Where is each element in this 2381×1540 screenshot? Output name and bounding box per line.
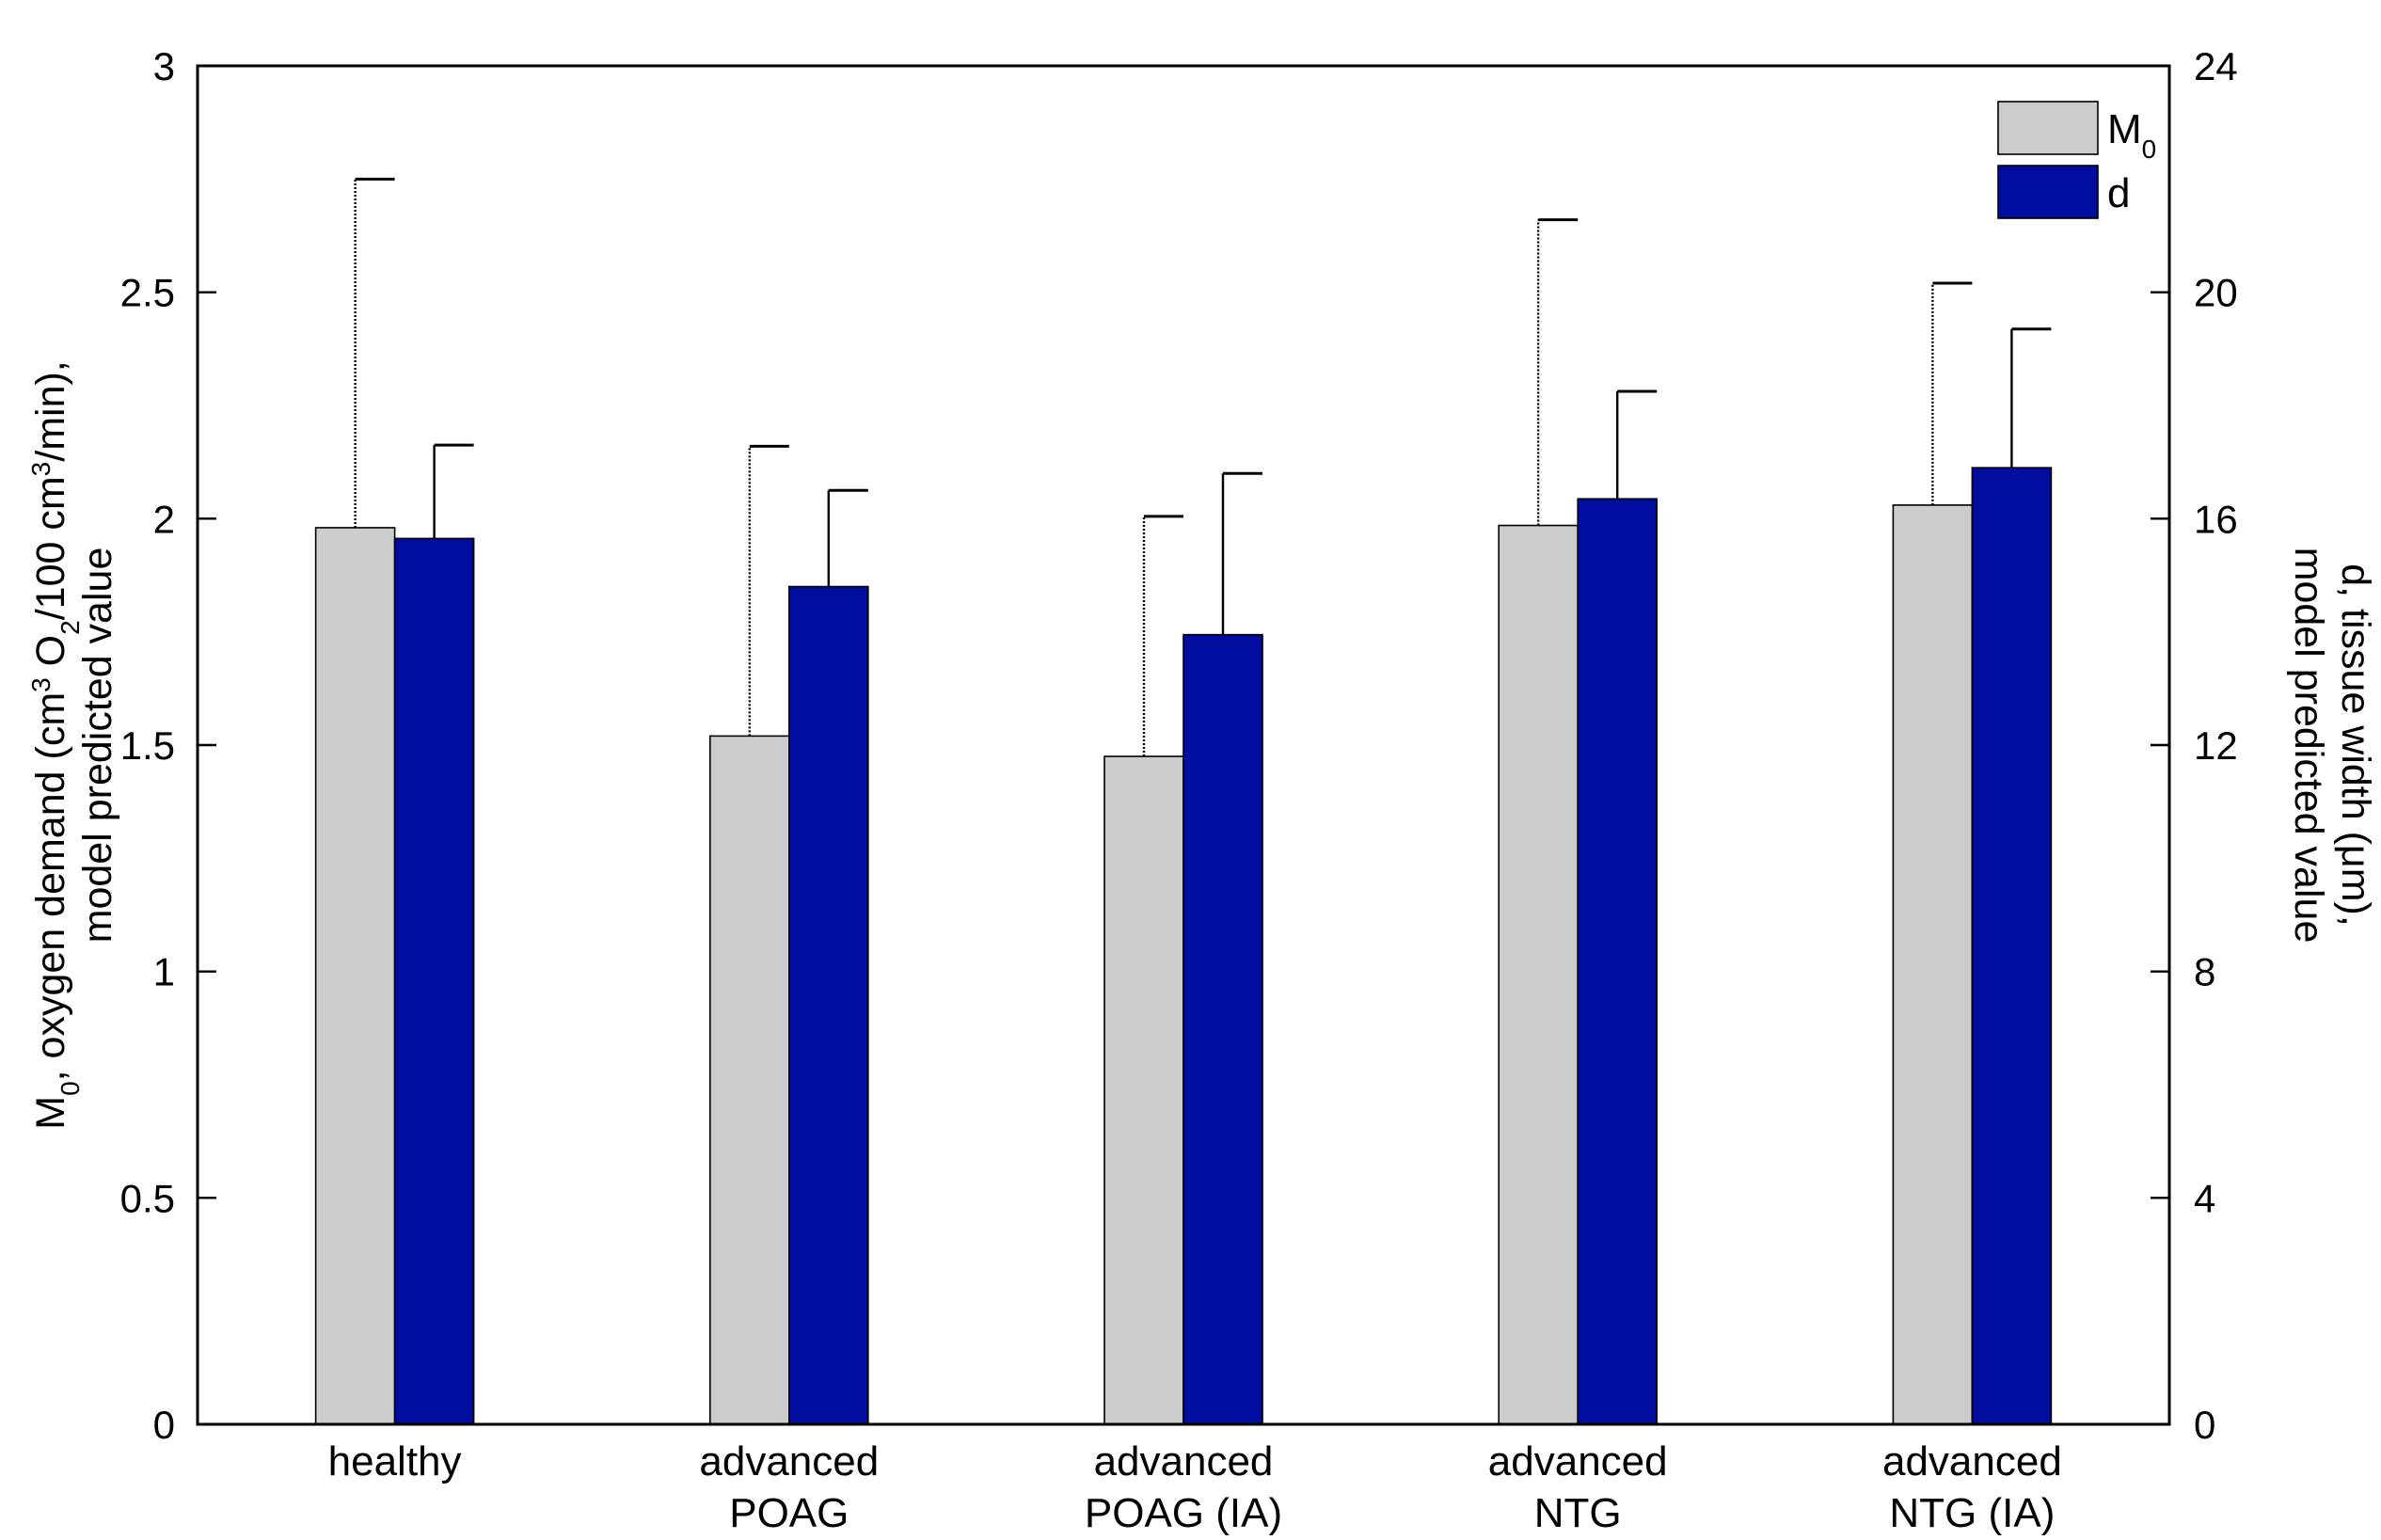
right-axis-title-line2: model predicted value — [2286, 548, 2331, 944]
bars — [314, 467, 2053, 1425]
legend-label-m0: M0 — [2107, 106, 2156, 164]
bar-m0-3 — [1498, 524, 1579, 1425]
category-label: NTG — [1534, 1490, 1622, 1536]
left-tick-label: 0 — [153, 1403, 175, 1447]
left-tick-label: 3 — [153, 44, 175, 88]
left-axis-title-line2: model predicted value — [75, 548, 120, 944]
right-tick-label: 12 — [2194, 723, 2238, 768]
category-label: advanced — [1488, 1438, 1668, 1484]
bar-m0-0 — [314, 527, 396, 1425]
right-tick-label: 24 — [2194, 44, 2238, 88]
category-label: advanced — [1094, 1438, 1274, 1484]
error-bars — [354, 177, 2052, 757]
bar-d-3 — [1577, 498, 1658, 1425]
category-label: POAG — [729, 1490, 849, 1536]
right-tick-label: 20 — [2194, 271, 2238, 315]
legend-swatch-d — [1997, 165, 2099, 219]
bar-m0-1 — [708, 735, 790, 1425]
right-tick-label: 4 — [2194, 1176, 2215, 1220]
category-label: POAG (IA) — [1085, 1490, 1282, 1536]
left-tick-label: 2.5 — [120, 271, 175, 315]
bar-m0-4 — [1892, 504, 1974, 1425]
bar-m0-2 — [1103, 755, 1184, 1425]
left-tick-label: 1 — [153, 950, 175, 994]
left-tick-label: 1.5 — [120, 723, 175, 768]
category-label: advanced — [699, 1438, 879, 1484]
bar-d-1 — [787, 585, 869, 1425]
category-label: healthy — [328, 1438, 462, 1484]
left-tick-label: 2 — [153, 497, 175, 541]
right-axis-title: d, tissue width (μm), — [2333, 564, 2378, 927]
bar-d-2 — [1183, 633, 1263, 1425]
legend-swatch-m0 — [1997, 101, 2099, 155]
category-label: NTG (IA) — [1889, 1490, 2055, 1536]
axes: 0 0.5 1 1.5 2 2.5 3 0 4 8 12 16 20 24 healthy advanced P… — [26, 44, 2379, 1536]
left-tick-label: 0.5 — [120, 1176, 175, 1220]
left-axis-title: M0, oxygen demand (cm3 O2/100 cm3/min), — [26, 360, 85, 1130]
bar-d-4 — [1971, 467, 2053, 1425]
bar-d-0 — [393, 537, 475, 1425]
legend-label-d: d — [2107, 170, 2130, 216]
legend: M0 d — [1997, 101, 2156, 219]
right-tick-label: 16 — [2194, 497, 2238, 541]
category-label: advanced — [1882, 1438, 2062, 1484]
right-tick-label: 8 — [2194, 950, 2215, 994]
right-tick-label: 0 — [2194, 1403, 2215, 1447]
